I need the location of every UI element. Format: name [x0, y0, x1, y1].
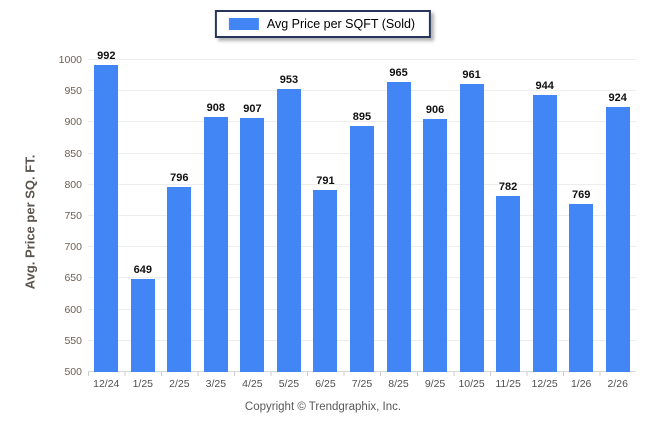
- x-tick-label: 10/25: [458, 378, 485, 390]
- y-tick-label: 700: [64, 241, 82, 254]
- bar: [605, 107, 630, 372]
- bar-cell: 965: [380, 60, 417, 372]
- bar-value-label: 965: [389, 66, 408, 79]
- x-tick-label: 4/25: [242, 378, 263, 390]
- x-tick-label: 3/25: [205, 378, 227, 390]
- bar-value-label: 961: [462, 69, 481, 82]
- bar: [532, 94, 557, 372]
- bar-cell: 924: [599, 60, 636, 372]
- bar-value-label: 782: [498, 181, 518, 194]
- bar-cell: 769: [563, 60, 600, 372]
- bar: [349, 125, 374, 372]
- gridline: [88, 59, 636, 60]
- bar: [459, 84, 484, 372]
- x-tick-label: 2/26: [607, 378, 628, 390]
- bar: [167, 187, 192, 372]
- bar: [386, 81, 411, 372]
- x-tick-label: 1/25: [132, 378, 154, 390]
- y-tick-label: 850: [64, 147, 82, 160]
- bar-value-label: 953: [279, 74, 299, 87]
- gridline: [88, 121, 636, 123]
- bar-value-label: 895: [352, 110, 372, 123]
- x-tick-label: 6/25: [315, 378, 336, 390]
- bar-value-label: 944: [535, 79, 554, 92]
- bar-series: 992 649 796 908 907 953 791 895 965 906 961 782 944 7…: [88, 50, 636, 372]
- y-tick-label: 600: [64, 303, 82, 316]
- bar-value-label: 992: [97, 50, 116, 62]
- bar-cell: 649: [125, 60, 162, 372]
- bar-cell: 953: [271, 60, 308, 372]
- y-axis-title: Avg. Price per SQ. FT.: [22, 154, 38, 290]
- bar: [423, 118, 448, 372]
- x-tick-label: 11/25: [495, 378, 521, 390]
- bar: [496, 196, 521, 372]
- y-tick-label: 900: [64, 116, 82, 129]
- x-tick-label: 9/25: [424, 378, 446, 390]
- bar-value-label: 649: [133, 264, 152, 277]
- bar: [130, 279, 155, 372]
- x-tick-label: 1/26: [570, 378, 592, 390]
- x-axis-tick-marks: [88, 372, 636, 376]
- bar-cell: 907: [234, 60, 271, 372]
- y-tick-label: 1000: [58, 54, 82, 66]
- bar-cell: 906: [417, 60, 454, 372]
- x-tick-label: 12/24: [93, 378, 120, 390]
- y-tick-label: 650: [64, 272, 82, 285]
- bar-value-label: 907: [243, 103, 262, 116]
- plot-area: 992 649 796 908 907 953 791 895 965 906 961 782 944 7…: [88, 50, 636, 372]
- bar: [203, 117, 228, 372]
- bar-cell: 782: [490, 60, 527, 372]
- bar-value-label: 769: [571, 189, 591, 202]
- bar-cell: 961: [453, 60, 490, 372]
- y-tick-label: 550: [64, 334, 82, 347]
- gridline: [88, 90, 636, 92]
- x-tick-label: 8/25: [388, 378, 409, 390]
- bar-cell: 992: [88, 50, 125, 372]
- bar-cell: 791: [307, 60, 344, 372]
- x-tick-label: 12/25: [531, 378, 558, 390]
- bar: [94, 65, 119, 372]
- bar-cell: 908: [198, 60, 235, 372]
- bar: [313, 190, 338, 372]
- copyright-text: Copyright © Trendgraphix, Inc.: [244, 401, 402, 413]
- legend-swatch-icon: [228, 18, 259, 30]
- bar-value-label: 924: [608, 92, 627, 105]
- x-axis-tick-labels: 12/24 1/25 2/25 3/25 4/25 5/25 6/25 7/25 8/25 9/2…: [88, 378, 636, 390]
- bar: [240, 118, 265, 372]
- bar-cell: 796: [161, 60, 198, 372]
- y-tick-label: 750: [64, 210, 82, 222]
- bar: [276, 89, 301, 372]
- legend-label: Avg Price per SQFT (Sold): [266, 17, 416, 31]
- y-axis-tick-labels: 500 550 600 650 700 750 800 850 900 950 1000: [48, 54, 82, 378]
- y-tick-label: 800: [64, 178, 82, 191]
- chart-legend: Avg Price per SQFT (Sold): [214, 10, 432, 38]
- bar: [569, 204, 594, 372]
- bar-value-label: 796: [170, 172, 189, 185]
- x-tick-label: 5/25: [278, 378, 300, 390]
- bar-value-label: 791: [316, 175, 335, 188]
- bar-cell: 944: [526, 60, 563, 372]
- bar-value-label: 908: [206, 102, 226, 115]
- x-tick-label: 2/25: [169, 378, 190, 390]
- bar-cell: 895: [344, 60, 381, 372]
- x-tick-label: 7/25: [351, 378, 373, 390]
- bar-value-label: 906: [425, 103, 445, 116]
- y-tick-label: 500: [64, 366, 82, 378]
- y-tick-label: 950: [64, 85, 82, 98]
